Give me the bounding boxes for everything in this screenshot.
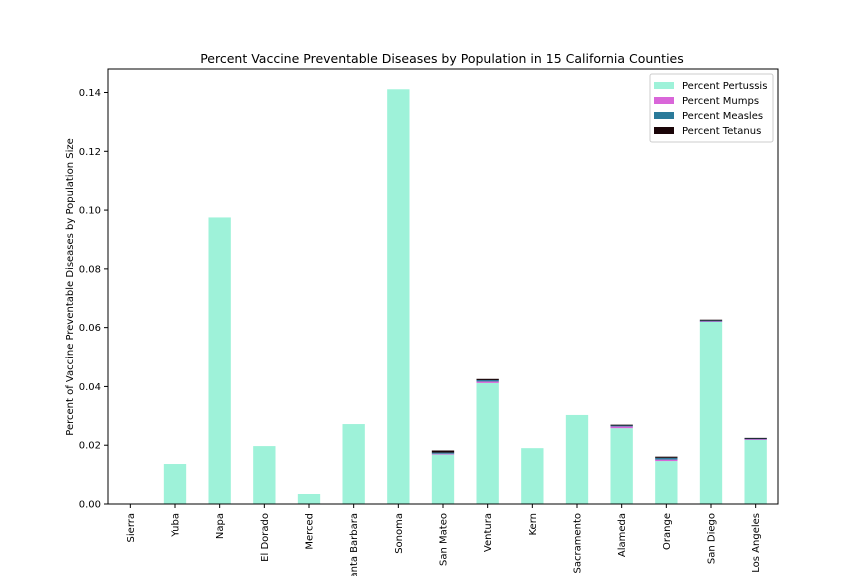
y-tick-label: 0.10 [79,206,101,217]
bar-percent-tetanus-san-diego [699,319,723,321]
bar-percent-measles-orange [655,457,678,460]
x-tick-label: Ventura [483,513,494,552]
x-tick-label: San Diego [707,513,718,564]
legend-box [649,73,774,143]
legend-swatch [654,82,674,89]
legend-label: Percent Pertussis [682,81,767,92]
y-tick-label: 0.02 [79,441,101,452]
y-axis-ticks: 0.00 0.02 0.04 0.06 0.08 0.10 0.12 0.14 [79,88,108,511]
bar-percent-pertussis-merced [297,494,321,504]
y-axis-label: Percent of Vaccine Preventable Diseases … [65,138,76,435]
x-tick-label: Los Angeles [751,513,762,573]
x-tick-label: Kern [528,513,539,536]
bar-percent-mumps-orange [655,459,678,462]
bar-percent-pertussis-kern [521,448,544,504]
y-tick-label: 0.08 [79,264,101,275]
y-tick-label: 0.04 [79,382,101,393]
bar-percent-tetanus-san-mateo [431,450,455,453]
bar-percent-mumps-alameda [610,426,633,429]
bar-percent-mumps-san-mateo [431,453,455,455]
legend-swatch [654,112,674,119]
bar-percent-pertussis-san-diego [699,321,723,504]
plot-frame [107,68,779,505]
legend-swatch [654,127,674,134]
bar-percent-tetanus-ventura [476,378,499,380]
legend-label: Percent Tetanus [682,126,761,137]
x-tick-label: Napa [215,513,226,539]
bar-percent-pertussis-santa-barbara [342,424,365,504]
bar-percent-mumps-san-diego [699,321,723,322]
x-tick-label: Sierra [126,513,137,542]
bar-percent-pertussis-san-mateo [431,454,455,504]
x-tick-label: Sacramento [573,513,584,573]
chart-title: Percent Vaccine Preventable Diseases by … [200,51,684,66]
bar-percent-tetanus-orange [655,456,678,458]
legend-label: Percent Mumps [682,96,759,107]
bar-percent-pertussis-napa [208,217,231,504]
x-tick-label: San Mateo [439,513,450,566]
y-tick-label: 0.12 [79,147,101,158]
x-tick-label: Santa Barbara [349,513,360,576]
x-tick-label: Alameda [617,513,628,557]
bar-percent-mumps-los-angeles [744,439,767,440]
x-tick-label: Sonoma [394,513,405,554]
bar-percent-measles-ventura [476,379,499,382]
bar-percent-pertussis-ventura [476,382,499,504]
bar-percent-pertussis-sacramento [565,414,589,504]
bar-percent-mumps-ventura [476,381,499,383]
bars-group [163,89,767,505]
bar-percent-measles-alameda [610,425,633,427]
x-tick-label: Merced [305,513,316,550]
bar-percent-pertussis-sonoma [387,89,410,505]
bar-percent-pertussis-los-angeles [744,439,767,504]
x-tick-label: Orange [662,513,673,550]
x-axis-ticks: Sierra Yuba Napa El Dorado Merced Santa Barba… [126,504,762,576]
y-tick-label: 0.00 [79,500,101,511]
y-tick-label: 0.14 [79,88,101,99]
bar-percent-measles-san-mateo [431,452,455,454]
bar-percent-tetanus-los-angeles [744,437,767,439]
bar-percent-tetanus-alameda [610,424,633,426]
x-tick-label: El Dorado [260,513,271,562]
bar-percent-pertussis-orange [655,461,678,504]
bar-percent-pertussis-el-dorado [253,446,276,504]
bar-percent-measles-los-angeles [744,438,767,440]
legend-label: Percent Measles [682,111,763,122]
legend-swatch [654,97,674,104]
legend: Percent Pertussis Percent Mumps Percent Me… [649,73,774,143]
bar-percent-measles-san-diego [699,320,723,322]
bar-percent-pertussis-yuba [163,464,187,504]
y-tick-label: 0.06 [79,323,101,334]
bar-percent-pertussis-alameda [610,428,633,504]
x-tick-label: Yuba [171,513,182,538]
